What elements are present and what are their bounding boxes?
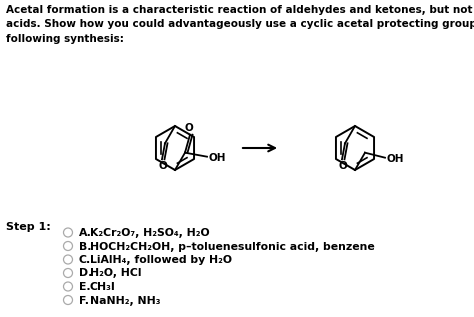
Text: O: O [338, 161, 347, 171]
Text: NaNH₂, NH₃: NaNH₂, NH₃ [90, 295, 161, 306]
Text: F.: F. [79, 295, 89, 306]
Text: E.: E. [79, 282, 91, 292]
Text: O: O [185, 123, 193, 133]
Text: A.: A. [79, 228, 92, 238]
Text: CH₃I: CH₃I [90, 282, 116, 292]
Text: B.: B. [79, 242, 91, 251]
Text: LiAlH₄, followed by H₂O: LiAlH₄, followed by H₂O [90, 255, 232, 265]
Text: OH: OH [387, 154, 404, 164]
Text: C.: C. [79, 255, 91, 265]
Text: H₂O, HCl: H₂O, HCl [90, 268, 142, 279]
Text: D.: D. [79, 268, 92, 279]
Text: O: O [159, 161, 167, 171]
Text: HOCH₂CH₂OH, p–toluenesulfonic acid, benzene: HOCH₂CH₂OH, p–toluenesulfonic acid, benz… [90, 242, 375, 251]
Text: OH: OH [209, 153, 227, 163]
Text: Acetal formation is a characteristic reaction of aldehydes and ketones, but not : Acetal formation is a characteristic rea… [6, 5, 474, 44]
Text: K₂Cr₂O₇, H₂SO₄, H₂O: K₂Cr₂O₇, H₂SO₄, H₂O [90, 228, 210, 238]
Text: Step 1:: Step 1: [6, 222, 51, 232]
